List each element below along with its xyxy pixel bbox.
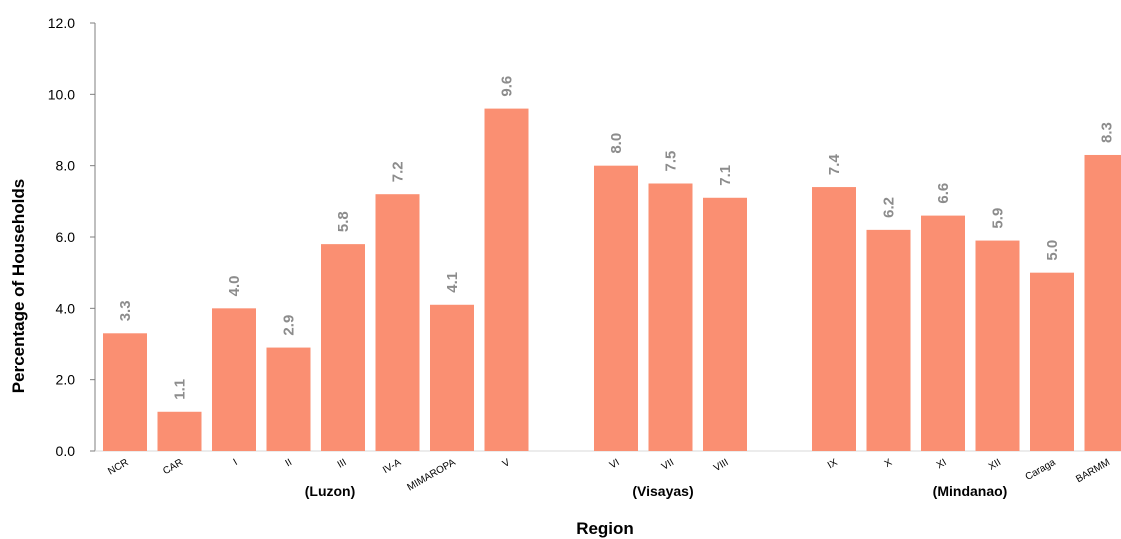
category-label: III — [336, 457, 349, 471]
category-label: BARMM — [1074, 457, 1112, 485]
category-label: NCR — [106, 457, 130, 477]
value-label: 7.1 — [717, 165, 734, 186]
bar-x — [866, 229, 911, 451]
bar-ii — [266, 347, 311, 451]
value-label: 7.2 — [390, 161, 407, 182]
y-tick-label: 8.0 — [56, 158, 76, 174]
group-labels: (Luzon) (Visayas) (Mindanao) — [305, 483, 1008, 499]
value-label: 4.0 — [226, 275, 243, 296]
y-axis: 0.0 2.0 4.0 6.0 8.0 10.0 12.0 — [48, 15, 96, 459]
category-label: II — [284, 457, 294, 469]
value-labels: 3.3 1.1 4.0 2.9 5.8 7.2 4.1 9.6 8.0 7.5 7.1 7.4 6.2 6… — [117, 76, 1116, 400]
value-label: 2.9 — [281, 315, 298, 336]
category-label: VII — [660, 457, 676, 473]
value-label: 5.0 — [1044, 240, 1061, 261]
bar-caraga — [1030, 272, 1074, 451]
bars — [103, 108, 1121, 452]
category-label: IX — [826, 457, 840, 471]
category-label: I — [232, 457, 240, 468]
bar-iii — [321, 244, 365, 451]
bar-vi — [594, 165, 638, 451]
y-axis-title: Percentage of Households — [9, 179, 28, 393]
bar-ncr — [103, 333, 147, 451]
group-label: (Mindanao) — [933, 483, 1008, 499]
bar-xii — [975, 240, 1020, 451]
value-label: 7.5 — [663, 151, 680, 172]
value-label: 8.0 — [608, 133, 625, 154]
bar-xi — [921, 215, 965, 451]
bar-vii — [648, 183, 693, 451]
category-label: V — [501, 457, 513, 470]
value-label: 1.1 — [172, 379, 189, 400]
y-tick-label: 2.0 — [56, 372, 76, 388]
y-tick-label: 12.0 — [48, 15, 75, 31]
bar-mimaropa — [430, 304, 474, 451]
category-label: CAR — [161, 457, 185, 477]
category-label: IV-A — [381, 457, 403, 476]
category-label: X — [883, 457, 895, 470]
bar-ix — [812, 187, 856, 452]
value-label: 4.1 — [444, 272, 461, 293]
value-label: 7.4 — [826, 154, 843, 176]
value-label: 3.3 — [117, 300, 134, 321]
group-label: (Visayas) — [632, 483, 693, 499]
group-label: (Luzon) — [305, 483, 356, 499]
value-label: 6.6 — [935, 183, 952, 204]
x-axis-title: Region — [576, 519, 634, 538]
category-label: Caraga — [1024, 457, 1058, 483]
value-label: 5.8 — [335, 211, 352, 232]
category-label: VIII — [712, 457, 731, 474]
y-tick-label: 6.0 — [56, 229, 76, 245]
bar-iv-a — [375, 194, 420, 451]
category-label: XI — [935, 457, 949, 471]
bar-car — [157, 411, 202, 451]
category-label: XII — [987, 457, 1003, 473]
bar-v — [484, 108, 529, 451]
bar-barmm — [1084, 154, 1121, 451]
value-label: 6.2 — [881, 197, 898, 218]
category-label: MIMAROPA — [405, 457, 457, 494]
value-label: 8.3 — [1099, 122, 1116, 143]
value-label: 9.6 — [499, 76, 516, 97]
y-tick-label: 10.0 — [48, 86, 75, 102]
y-tick-label: 0.0 — [56, 443, 76, 459]
bar-viii — [703, 197, 747, 451]
bar-i — [212, 308, 256, 451]
y-tick-label: 4.0 — [56, 300, 76, 316]
value-label: 5.9 — [990, 208, 1007, 229]
category-label: VI — [608, 457, 622, 471]
